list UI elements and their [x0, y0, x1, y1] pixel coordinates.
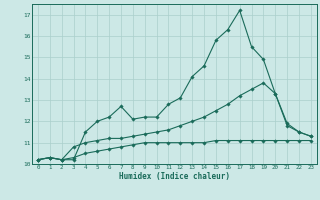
X-axis label: Humidex (Indice chaleur): Humidex (Indice chaleur): [119, 172, 230, 181]
